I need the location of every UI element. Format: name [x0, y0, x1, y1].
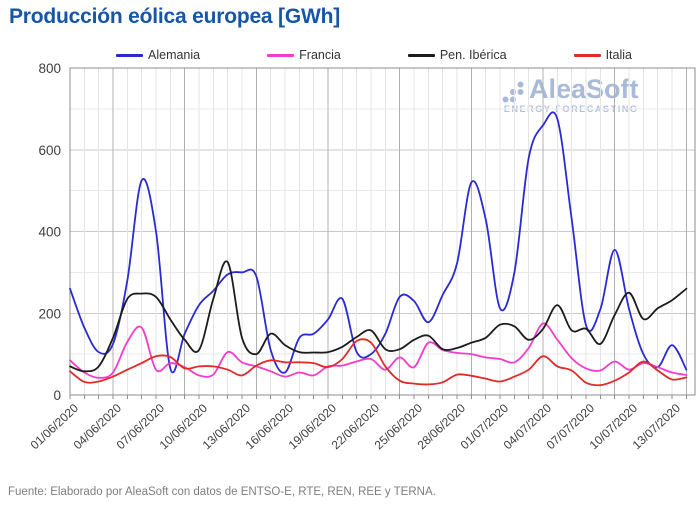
legend-item-Francia: Francia: [267, 48, 341, 62]
y-axis-label: 0: [53, 388, 61, 403]
legend-label: Francia: [299, 48, 341, 62]
chart-legend: Alemania Francia Pen. Ibérica Italia: [116, 48, 632, 62]
series-line-Italia: [69, 338, 688, 387]
series-line-Pen. Ibérica: [69, 260, 688, 373]
legend-item-Alemania: Alemania: [116, 48, 200, 62]
legend-label: Italia: [605, 48, 632, 62]
y-axis-label: 600: [38, 143, 61, 158]
y-axis-label: 400: [38, 225, 61, 240]
watermark-brand: AleaSoft: [529, 74, 639, 104]
page-title: Producción eólica europea [GWh]: [9, 5, 341, 28]
legend-item-Pen. Ibérica: Pen. Ibérica: [407, 48, 507, 62]
legend-swatch: [267, 53, 295, 57]
legend-label: Alemania: [148, 48, 201, 62]
series-line-Alemania: [69, 111, 688, 374]
plot-border: [69, 67, 696, 396]
legend-label: Pen. Ibérica: [439, 48, 507, 62]
y-axis-label: 800: [38, 61, 61, 76]
legend-swatch: [116, 53, 143, 57]
legend-item-Italia: Italia: [573, 48, 632, 62]
legend-swatch: [407, 53, 435, 57]
series-line-Francia: [69, 322, 688, 379]
legend-swatch: [573, 53, 601, 57]
x-axis-label: 13/07/2020: [630, 401, 684, 452]
y-axis-label: 200: [38, 306, 61, 321]
source-note: Fuente: Elaborado por AleaSoft con datos…: [8, 486, 436, 498]
